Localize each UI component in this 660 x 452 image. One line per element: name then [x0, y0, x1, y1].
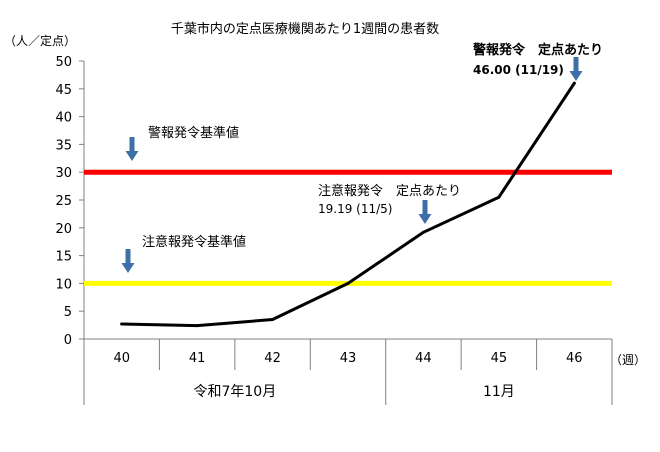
y-axis-ticks: 0 5 10 15 20 25 30 35 40 45 50 — [55, 55, 84, 348]
data-point — [195, 324, 199, 328]
y-axis-label: （人／定点） — [4, 33, 76, 48]
down-arrow-icon — [125, 137, 139, 161]
y-tick-label: 15 — [55, 250, 72, 265]
y-tick-label: 35 — [55, 138, 72, 153]
advisory-threshold-label: 注意報発令基準値 — [142, 234, 246, 250]
x-tick-label: 42 — [264, 351, 281, 366]
data-point — [497, 195, 501, 199]
chart-title: 千葉市内の定点医療機関あたり1週間の患者数 — [171, 21, 439, 37]
data-point — [120, 322, 124, 326]
advisory-annotation-value: 19.19 (11/5) — [318, 202, 392, 216]
data-point — [421, 230, 425, 234]
x-tick-label: 44 — [415, 351, 432, 366]
month-label: 11月 — [483, 384, 515, 400]
warning-annotation-title: 警報発令 定点あたり — [473, 42, 603, 58]
series-group — [120, 81, 576, 328]
axes — [83, 61, 613, 405]
y-tick-label: 10 — [55, 277, 72, 292]
month-labels: 令和7年10月 11月 — [193, 384, 514, 400]
y-tick-label: 5 — [64, 305, 72, 320]
warning-annotation-value: 46.00 (11/19) — [473, 63, 564, 77]
down-arrow-icon — [569, 57, 583, 81]
y-tick-label: 50 — [55, 55, 72, 70]
data-point — [271, 318, 275, 322]
x-tick-label: 41 — [189, 351, 206, 366]
y-tick-label: 40 — [55, 111, 72, 126]
x-axis-ticks: 40 41 42 43 44 45 46 — [113, 351, 582, 366]
down-arrow-icon — [418, 200, 432, 224]
y-tick-label: 0 — [64, 333, 72, 348]
x-tick-label: 46 — [566, 351, 583, 366]
y-tick-label: 25 — [55, 194, 72, 209]
y-tick-label: 20 — [55, 222, 72, 237]
data-point — [346, 281, 350, 285]
month-label: 令和7年10月 — [193, 384, 276, 400]
warning-threshold-label: 警報発令基準値 — [148, 125, 239, 141]
data-point — [572, 81, 576, 85]
down-arrow-icon — [121, 249, 135, 273]
advisory-annotation-title: 注意報発令 定点あたり — [318, 183, 461, 199]
x-axis-label: （週） — [610, 353, 646, 367]
x-tick-label: 43 — [340, 351, 357, 366]
y-tick-label: 45 — [55, 83, 72, 98]
x-tick-label: 40 — [113, 351, 130, 366]
y-tick-label: 30 — [55, 166, 72, 181]
x-tick-label: 45 — [491, 351, 508, 366]
